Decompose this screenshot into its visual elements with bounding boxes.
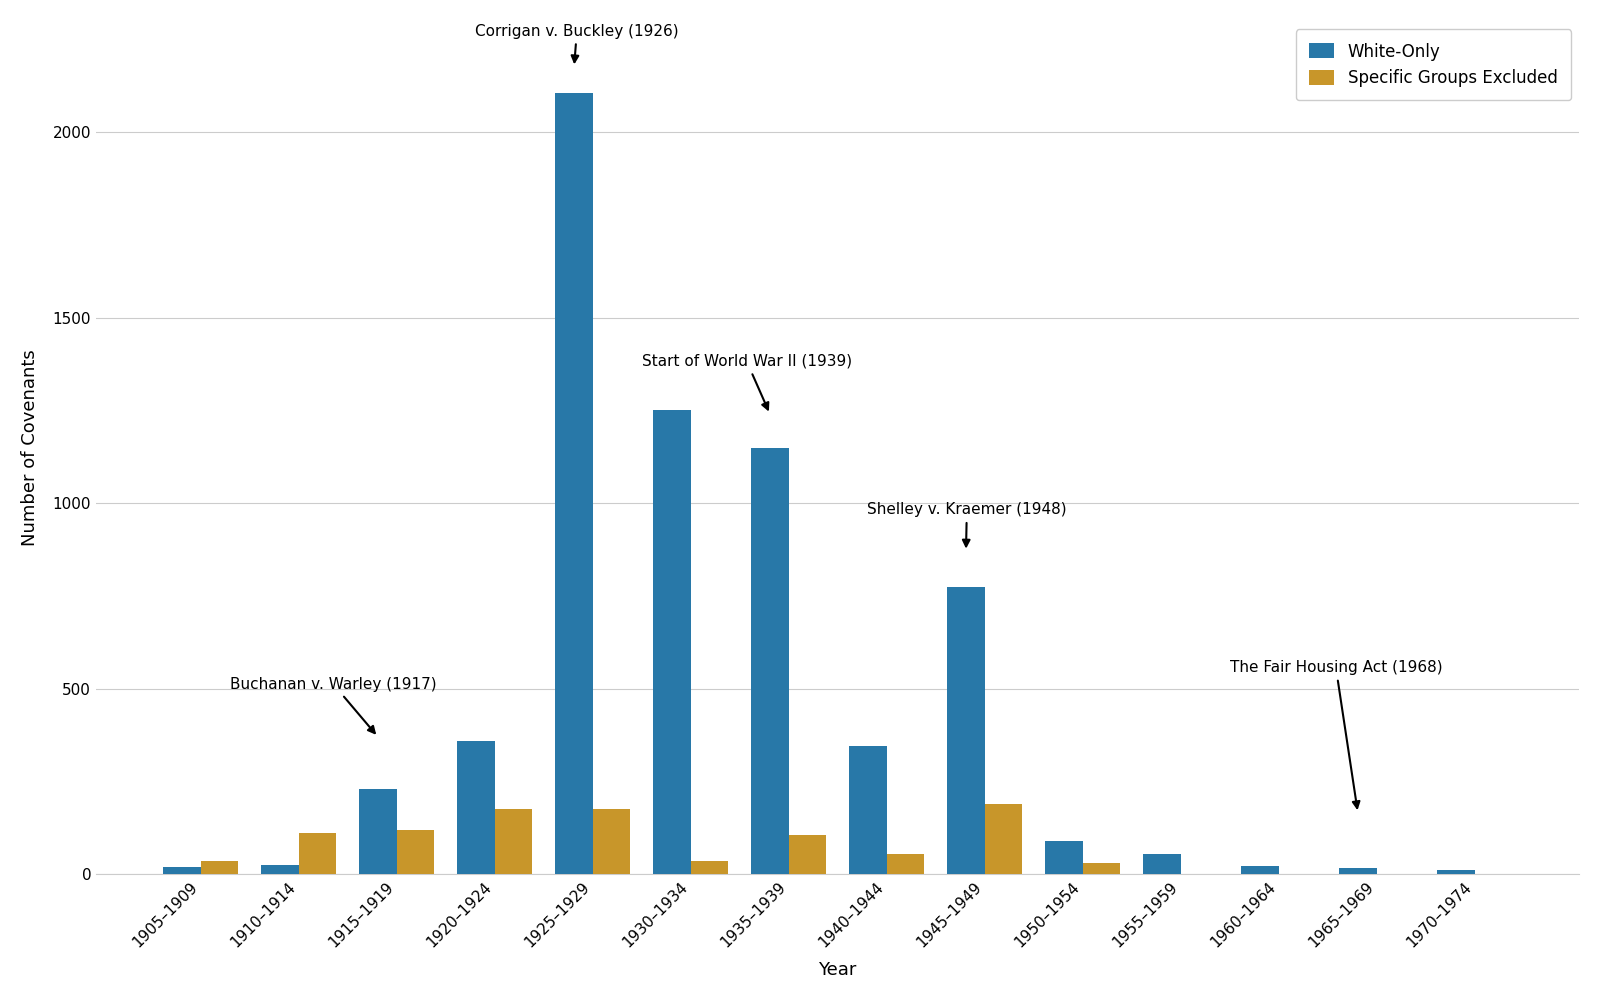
Text: Buchanan v. Warley (1917): Buchanan v. Warley (1917) (230, 677, 437, 733)
Bar (1242, 866, 1278, 874)
Bar (789, 835, 826, 874)
Bar (555, 93, 592, 874)
Text: Shelley v. Kraemer (1948): Shelley v. Kraemer (1948) (867, 502, 1067, 546)
Y-axis label: Number of Covenants: Number of Covenants (21, 349, 38, 546)
Bar (494, 809, 531, 874)
Bar (886, 854, 923, 874)
Bar (1437, 870, 1475, 874)
Bar (299, 833, 336, 874)
Bar (947, 587, 984, 874)
Bar (984, 804, 1022, 874)
Text: The Fair Housing Act (1968): The Fair Housing Act (1968) (1229, 660, 1442, 808)
Bar (1045, 841, 1083, 874)
Bar (360, 789, 397, 874)
Bar (397, 830, 434, 874)
Bar (1339, 868, 1376, 874)
Bar (752, 448, 789, 874)
X-axis label: Year: Year (819, 961, 858, 979)
Text: Start of World War II (1939): Start of World War II (1939) (642, 354, 851, 410)
Bar (1144, 854, 1181, 874)
Bar (458, 741, 494, 874)
Bar (653, 410, 691, 874)
Bar (592, 809, 630, 874)
Bar (261, 865, 299, 874)
Bar (163, 867, 200, 874)
Bar (200, 861, 238, 874)
Bar (850, 746, 886, 874)
Legend: White-Only, Specific Groups Excluded: White-Only, Specific Groups Excluded (1296, 29, 1571, 100)
Bar (1083, 863, 1120, 874)
Text: Corrigan v. Buckley (1926): Corrigan v. Buckley (1926) (475, 24, 678, 62)
Bar (691, 861, 728, 874)
